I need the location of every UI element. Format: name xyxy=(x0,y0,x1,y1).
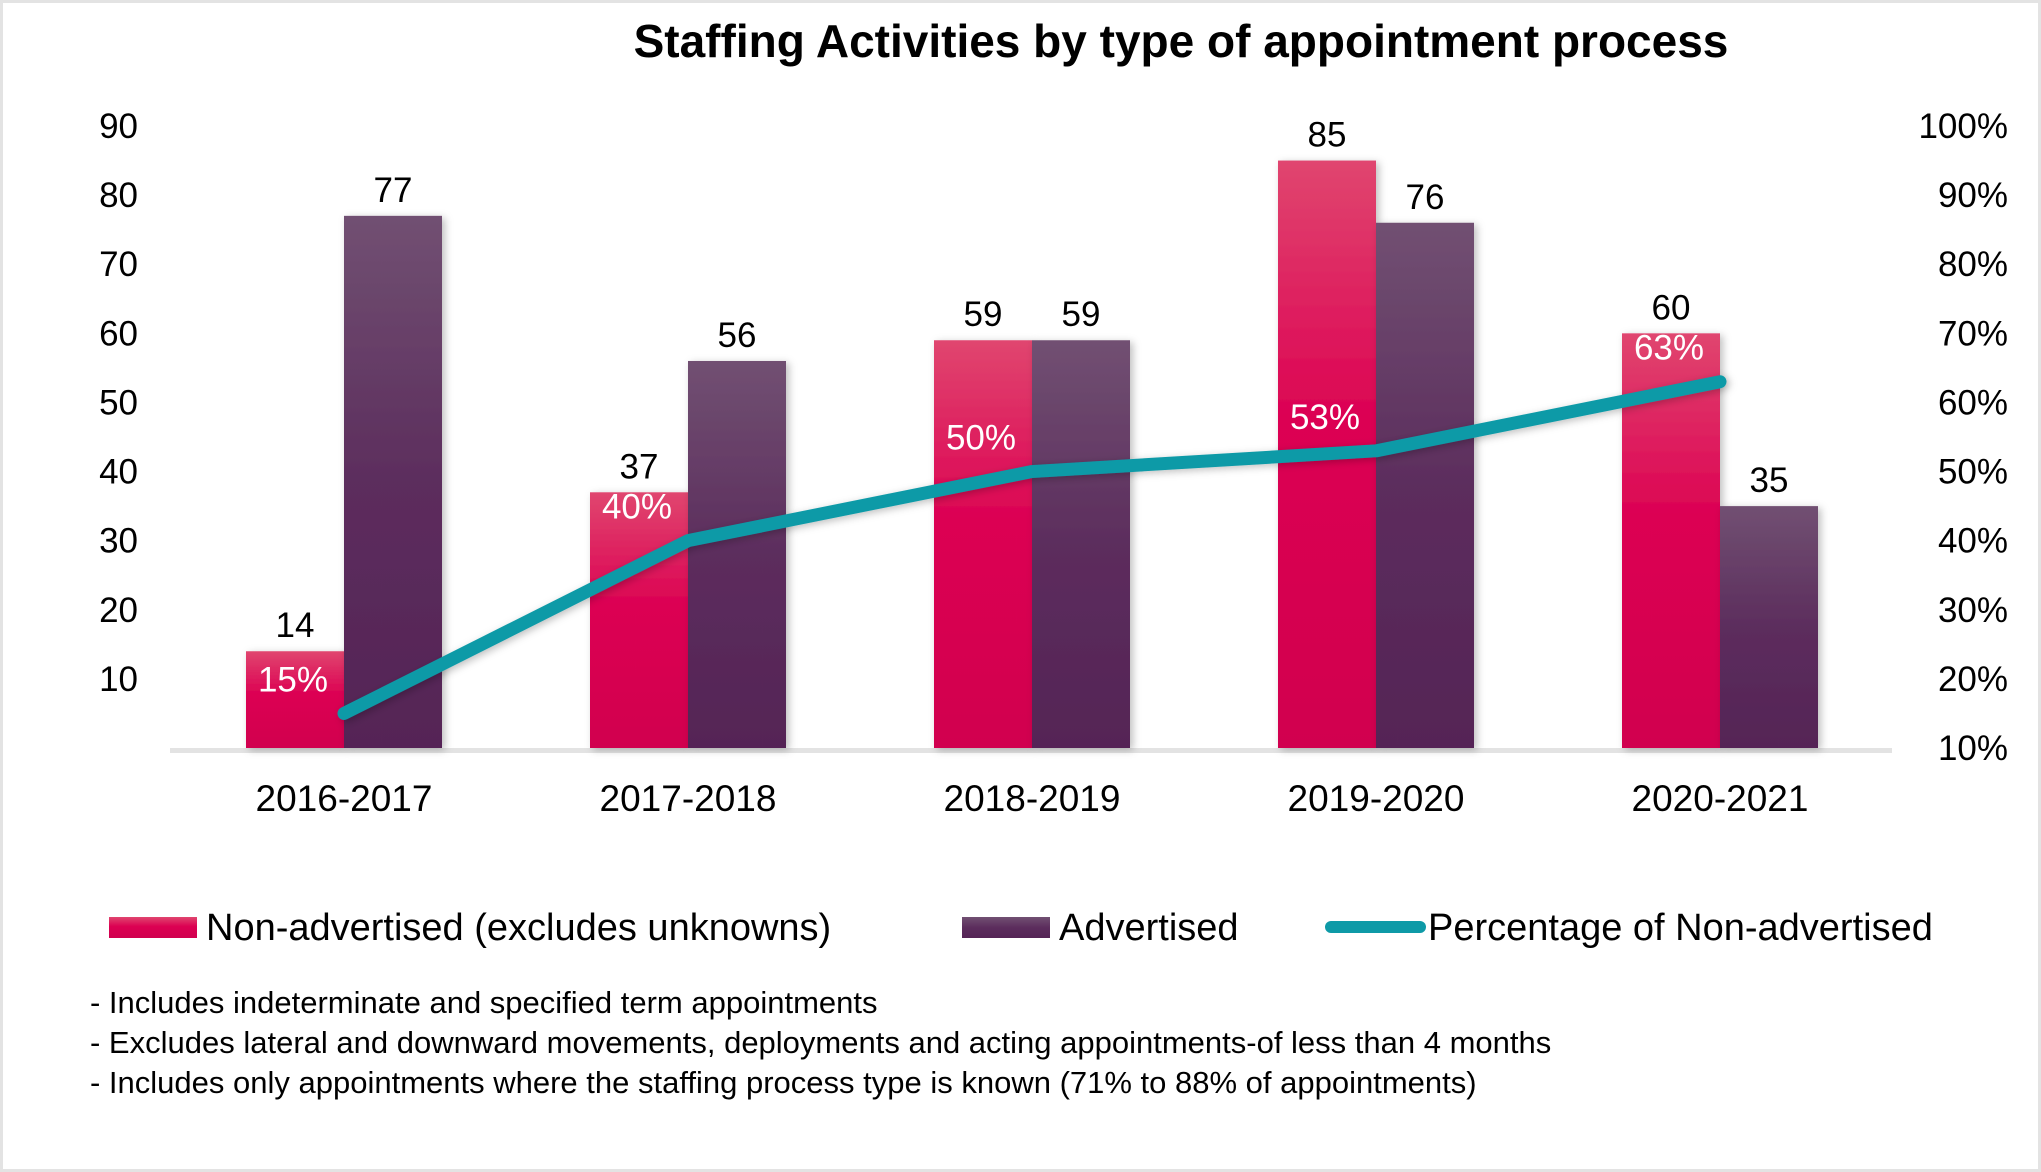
percentage-label: 53% xyxy=(1290,398,1360,437)
bar-value-label-non-advertised: 59 xyxy=(964,295,1003,334)
bar-value-labels: 14 77 37 56 59 59 85 76 60 35 xyxy=(276,116,1789,646)
left-tick-label: 10 xyxy=(99,660,138,699)
bar-non-advertised[interactable] xyxy=(590,492,688,748)
left-tick-label: 60 xyxy=(99,314,138,353)
left-tick-label: 50 xyxy=(99,383,138,422)
bar-value-label-advertised: 56 xyxy=(718,316,757,355)
category-label: 2018-2019 xyxy=(944,778,1121,819)
legend-item-non-advertised[interactable]: Non-advertised (excludes unknowns) xyxy=(109,907,831,949)
right-tick-label: 90% xyxy=(1938,176,2008,215)
bars xyxy=(246,160,1818,749)
right-tick-label: 30% xyxy=(1938,591,2008,630)
left-tick-label: 30 xyxy=(99,522,138,561)
category-label: 2017-2018 xyxy=(600,778,777,819)
percentage-label: 15% xyxy=(258,660,328,699)
bar-advertised[interactable] xyxy=(1720,506,1818,748)
right-tick-label: 20% xyxy=(1938,660,2008,699)
bar-advertised[interactable] xyxy=(688,360,786,748)
bar-advertised[interactable] xyxy=(1376,222,1474,748)
bar-value-label-non-advertised: 85 xyxy=(1308,116,1347,155)
bar-advertised[interactable] xyxy=(344,215,442,748)
bar-value-label-advertised: 76 xyxy=(1406,178,1445,217)
legend-label-non-advertised: Non-advertised (excludes unknowns) xyxy=(206,907,831,949)
bar-value-label-non-advertised: 37 xyxy=(620,447,659,486)
legend-swatch-non-advertised xyxy=(109,917,197,938)
right-tick-label: 50% xyxy=(1938,453,2008,492)
right-tick-label: 60% xyxy=(1938,383,2008,422)
legend-swatch-advertised xyxy=(962,917,1050,938)
bar-value-label-non-advertised: 60 xyxy=(1652,288,1691,327)
left-tick-label: 90 xyxy=(99,107,138,146)
left-tick-label: 70 xyxy=(99,245,138,284)
percentage-line xyxy=(337,375,1727,720)
right-tick-label: 10% xyxy=(1938,729,2008,768)
percentage-labels: 15% 40% 50% 53% 63% xyxy=(258,329,1704,700)
footnote-2: - Excludes lateral and downward movement… xyxy=(90,1025,1552,1060)
category-label: 2020-2021 xyxy=(1632,778,1809,819)
left-tick-label: 80 xyxy=(99,176,138,215)
x-axis-line xyxy=(170,748,1892,753)
footnote-3: - Includes only appointments where the s… xyxy=(90,1065,1477,1100)
right-tick-label: 80% xyxy=(1938,245,2008,284)
bar-non-advertised[interactable] xyxy=(934,340,1032,748)
legend-item-percentage[interactable]: Percentage of Non-advertised xyxy=(1325,907,1933,949)
right-axis: 10% 20% 30% 40% 50% 60% 70% 80% 90% 100% xyxy=(1918,107,2008,768)
bar-advertised[interactable] xyxy=(1032,340,1130,748)
percentage-label: 40% xyxy=(602,488,672,527)
category-label: 2016-2017 xyxy=(256,778,433,819)
footnote-1: - Includes indeterminate and specified t… xyxy=(90,985,878,1020)
bar-non-advertised[interactable] xyxy=(246,651,344,748)
percentage-label: 50% xyxy=(946,419,1016,458)
right-tick-label: 100% xyxy=(1918,107,2008,146)
bar-value-label-non-advertised: 14 xyxy=(276,606,315,645)
legend-item-advertised[interactable]: Advertised xyxy=(962,907,1239,949)
legend: Non-advertised (excludes unknowns) Adver… xyxy=(109,907,1933,949)
left-tick-label: 20 xyxy=(99,591,138,630)
bar-value-label-advertised: 59 xyxy=(1062,295,1101,334)
category-label: 2019-2020 xyxy=(1288,778,1465,819)
left-axis: 10 20 30 40 50 60 70 80 90 xyxy=(99,107,138,699)
bar-value-label-advertised: 35 xyxy=(1750,461,1789,500)
percentage-label: 63% xyxy=(1634,329,1704,368)
legend-label-advertised: Advertised xyxy=(1059,907,1239,949)
left-tick-label: 40 xyxy=(99,453,138,492)
right-tick-label: 40% xyxy=(1938,522,2008,561)
category-labels: 2016-2017 2017-2018 2018-2019 2019-2020 2020… xyxy=(256,778,1809,819)
bar-value-label-advertised: 77 xyxy=(374,171,413,210)
right-tick-label: 70% xyxy=(1938,314,2008,353)
legend-label-percentage: Percentage of Non-advertised xyxy=(1428,907,1933,949)
chart-title: Staffing Activities by type of appointme… xyxy=(634,15,1729,67)
